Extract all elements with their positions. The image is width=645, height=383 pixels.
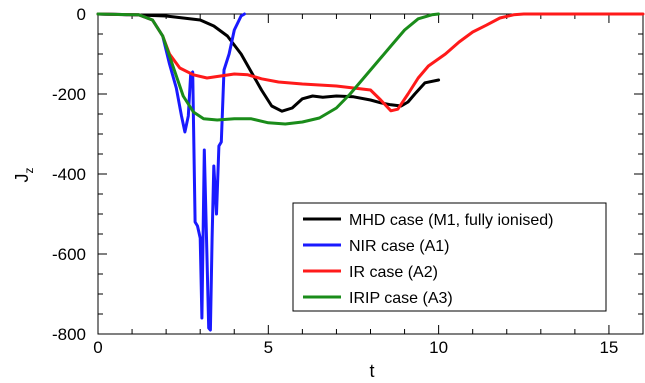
series-line-1	[96, 12, 441, 113]
x-tick-label: 10	[429, 338, 448, 357]
y-tick-label: -400	[52, 165, 86, 184]
x-tick-label: 5	[264, 338, 273, 357]
legend-label-3: IR case (A2)	[349, 264, 438, 281]
legend-label-1: MHD case (M1, fully ionised)	[349, 212, 554, 229]
series-line-4	[96, 12, 441, 126]
y-tick-label: -600	[52, 245, 86, 264]
axis-labels: t Jz	[12, 168, 375, 382]
y-tick-label: 0	[77, 5, 86, 24]
legend: MHD case (M1, fully ionised) NIR case (A1…	[292, 202, 607, 312]
legend-box	[292, 202, 607, 312]
y-axis-label-main: J	[12, 174, 32, 183]
x-axis-label: t	[369, 361, 374, 381]
legend-label-2: NIR case (A1)	[349, 238, 449, 255]
x-tick-label: 0	[93, 338, 102, 357]
tick-labels: 0 5 10 15 0 -200 -400 -600 -800	[52, 5, 618, 357]
y-tick-label: -200	[52, 85, 86, 104]
y-axis-label: Jz	[12, 168, 36, 183]
series-line-3	[96, 12, 645, 113]
x-tick-label: 15	[599, 338, 618, 357]
legend-label-4: IRIP case (A3)	[349, 290, 453, 307]
series-line-2	[96, 12, 246, 332]
y-axis-label-subscript: z	[22, 168, 36, 174]
series-lines	[96, 12, 645, 332]
y-tick-label: -800	[52, 325, 86, 344]
